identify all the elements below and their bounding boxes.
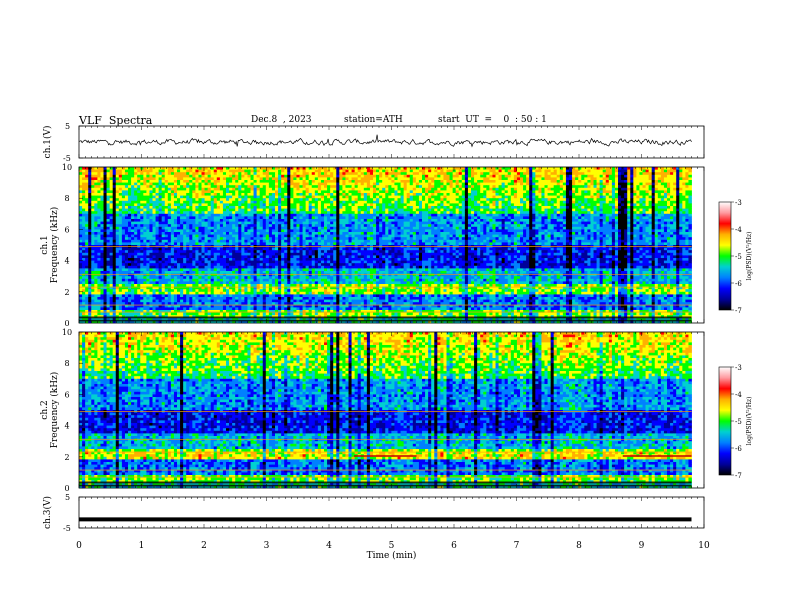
y-axis-label: ch.1(V) bbox=[42, 126, 53, 159]
colorbar-tick-label: -3 bbox=[735, 364, 742, 372]
colorbar-label: log(PSD)(V²/Hz) bbox=[746, 232, 753, 281]
colorbar-2 bbox=[719, 367, 731, 475]
waveform-trace bbox=[79, 135, 692, 147]
y-tick-label: -5 bbox=[63, 154, 71, 163]
y-tick-label: 5 bbox=[65, 122, 70, 131]
y-axis-label: ch.2 bbox=[40, 400, 50, 419]
spectrogram-1 bbox=[79, 167, 692, 323]
y-tick-label: -5 bbox=[63, 524, 71, 533]
x-tick-label: 7 bbox=[514, 541, 520, 551]
x-tick-label: 1 bbox=[139, 541, 145, 551]
x-axis-label: Time (min) bbox=[367, 550, 417, 561]
y-tick-label: 2 bbox=[64, 453, 69, 462]
x-tick-label: 5 bbox=[389, 541, 395, 551]
y-tick-label: 4 bbox=[64, 422, 69, 431]
spectrogram-2 bbox=[79, 332, 692, 488]
y-tick-label: 5 bbox=[65, 493, 70, 502]
y-tick-label: 8 bbox=[64, 359, 69, 368]
colorbar-tick-label: -6 bbox=[735, 445, 742, 453]
colorbar-tick-label: -3 bbox=[735, 199, 742, 207]
y-tick-label: 8 bbox=[64, 194, 69, 203]
x-tick-label: 3 bbox=[264, 541, 270, 551]
waveform-frame-3 bbox=[79, 497, 704, 528]
y-tick-label: 10 bbox=[62, 328, 72, 337]
y-tick-label: 4 bbox=[64, 257, 69, 266]
colorbar-tick-label: -7 bbox=[735, 472, 742, 480]
x-tick-label: 8 bbox=[576, 541, 582, 551]
y-tick-label: 6 bbox=[64, 390, 69, 399]
y-tick-label: 0 bbox=[64, 484, 69, 493]
x-tick-label: 4 bbox=[326, 541, 332, 551]
x-tick-label: 2 bbox=[201, 541, 207, 551]
y-tick-label: 10 bbox=[62, 163, 72, 172]
colorbar-tick-label: -6 bbox=[735, 280, 742, 288]
y-tick-label: 0 bbox=[64, 319, 69, 328]
x-tick-label: 10 bbox=[698, 541, 710, 551]
colorbar-tick-label: -5 bbox=[735, 418, 742, 426]
colorbar-label: log(PSD)(V²/Hz) bbox=[746, 397, 753, 446]
x-tick-label: 6 bbox=[451, 541, 457, 551]
y-axis-label: ch.1 bbox=[40, 235, 50, 254]
colorbar-tick-label: -4 bbox=[735, 226, 742, 234]
y-axis-label: Frequency (kHz) bbox=[49, 207, 60, 284]
y-axis-label: Frequency (kHz) bbox=[49, 372, 60, 449]
colorbar-tick-label: -7 bbox=[735, 307, 742, 315]
x-tick-label: 0 bbox=[76, 541, 82, 551]
colorbar-1 bbox=[719, 202, 731, 310]
colorbar-tick-label: -4 bbox=[735, 391, 742, 399]
x-tick-label: 9 bbox=[639, 541, 645, 551]
colorbar-tick-label: -5 bbox=[735, 253, 742, 261]
y-tick-label: 6 bbox=[64, 225, 69, 234]
y-tick-label: 2 bbox=[64, 288, 69, 297]
y-axis-label: ch.3(V) bbox=[42, 496, 53, 529]
